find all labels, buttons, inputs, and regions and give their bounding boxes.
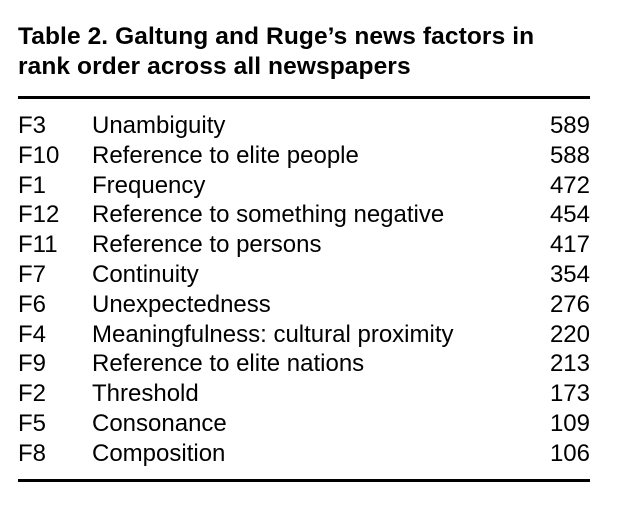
table-row: F7 Continuity 354 [18, 260, 590, 290]
factor-name: Unambiguity [92, 112, 226, 139]
factor-code: F3 [18, 112, 47, 139]
factor-code: F4 [18, 320, 47, 348]
table-row: F11 Reference to persons 417 [18, 230, 590, 260]
table-title-line-2: rank order across all newspapers [18, 53, 411, 80]
factor-name: Consonance [92, 409, 227, 437]
factor-code: F7 [18, 260, 47, 288]
table-row: F1 Frequency 472 [18, 171, 590, 201]
table-row: F2 Threshold 173 [18, 379, 590, 409]
top-rule [18, 96, 590, 99]
factor-name: Frequency [92, 171, 206, 199]
factor-count: 354 [549, 260, 590, 288]
table-row: F10 Reference to elite people 588 [18, 141, 590, 171]
factor-count: 588 [549, 141, 590, 169]
table-title: Table 2. Galtung and Ruge’s news factors… [18, 22, 590, 82]
table-row: F6 Unexpectedness 276 [18, 290, 590, 320]
factor-name: Composition [92, 439, 226, 467]
table-row: F8 Composition 106 [18, 439, 590, 469]
factor-code: F12 [18, 201, 60, 229]
factor-name: Reference to something negative [92, 201, 445, 229]
table-body: F3 Unambiguity 589 F10 Reference to elit… [18, 111, 590, 469]
table-row: F5 Consonance 109 [18, 409, 590, 439]
factor-code: F2 [18, 380, 47, 408]
table-row: F3 Unambiguity 589 [18, 111, 590, 141]
factor-name: Reference to elite people [92, 141, 359, 169]
factor-code: F5 [18, 409, 47, 437]
table-row: F4 Meaningfulness: cultural proximity 22… [18, 320, 590, 350]
factor-name: Threshold [92, 380, 199, 408]
factor-count: 173 [549, 380, 590, 408]
factor-count: 220 [549, 320, 590, 348]
factor-count: 472 [549, 171, 590, 199]
factor-count: 276 [549, 290, 590, 318]
factor-count: 454 [549, 201, 590, 229]
factor-count: 106 [549, 439, 590, 467]
factor-code: F1 [18, 171, 47, 199]
factor-name: Continuity [92, 260, 199, 288]
table-row: F9 Reference to elite nations 213 [18, 349, 590, 379]
factor-name: Reference to persons [92, 231, 322, 259]
factor-name: Unexpectedness [92, 290, 271, 318]
factor-count: 589 [549, 112, 590, 139]
factor-code: F9 [18, 350, 47, 378]
table-title-line-1: Table 2. Galtung and Ruge’s news factors… [18, 23, 535, 50]
factor-code: F10 [18, 141, 60, 169]
factor-code: F8 [18, 439, 47, 467]
factor-code: F6 [18, 290, 47, 318]
factor-code: F11 [18, 231, 58, 259]
news-factors-table: Table 2. Galtung and Ruge’s news factors… [18, 22, 590, 482]
table-row: F12 Reference to something negative 454 [18, 200, 590, 230]
factor-name: Meaningfulness: cultural proximity [92, 320, 454, 348]
factor-count: 213 [549, 350, 590, 378]
bottom-rule [18, 478, 590, 482]
factor-name: Reference to elite nations [92, 350, 365, 378]
factor-count: 417 [549, 231, 590, 259]
factor-count: 109 [549, 409, 590, 437]
